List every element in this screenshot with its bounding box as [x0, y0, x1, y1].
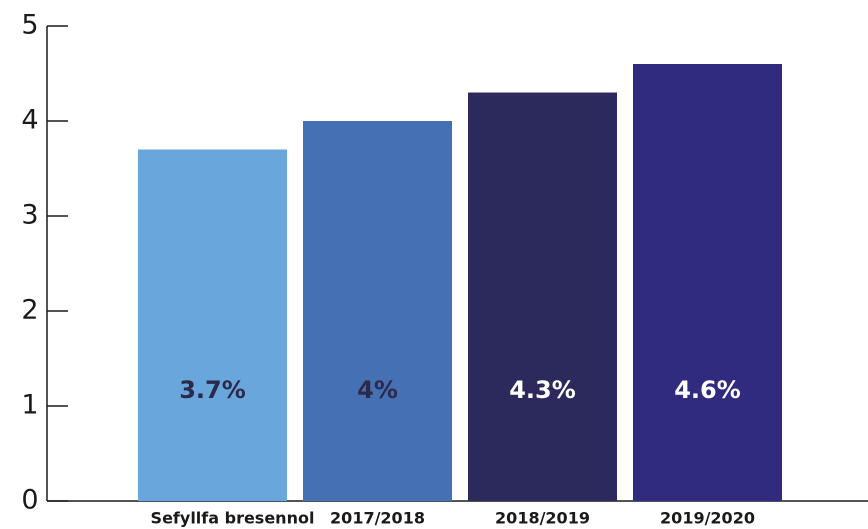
x-tick-label: 2017/2018: [330, 509, 425, 528]
value-label: 3.7%: [179, 376, 246, 404]
y-tick-label: 0: [21, 485, 38, 516]
value-label: 4.3%: [509, 376, 576, 404]
y-tick-label: 4: [21, 105, 38, 136]
x-tick-label: 2019/2020: [660, 509, 755, 528]
bar: [633, 64, 782, 501]
x-tick-label: 2018/2019: [495, 509, 590, 528]
value-label: 4.6%: [674, 376, 741, 404]
y-tick-label: 3: [21, 200, 38, 231]
x-tick-label: Sefyllfa bresennol: [151, 509, 315, 528]
y-tick-label: 5: [21, 10, 38, 41]
y-tick-label: 1: [21, 390, 38, 421]
bar: [303, 121, 452, 501]
y-tick-label: 2: [21, 295, 38, 326]
value-label: 4%: [357, 376, 398, 404]
bar: [468, 92, 617, 501]
bar: [138, 149, 287, 501]
